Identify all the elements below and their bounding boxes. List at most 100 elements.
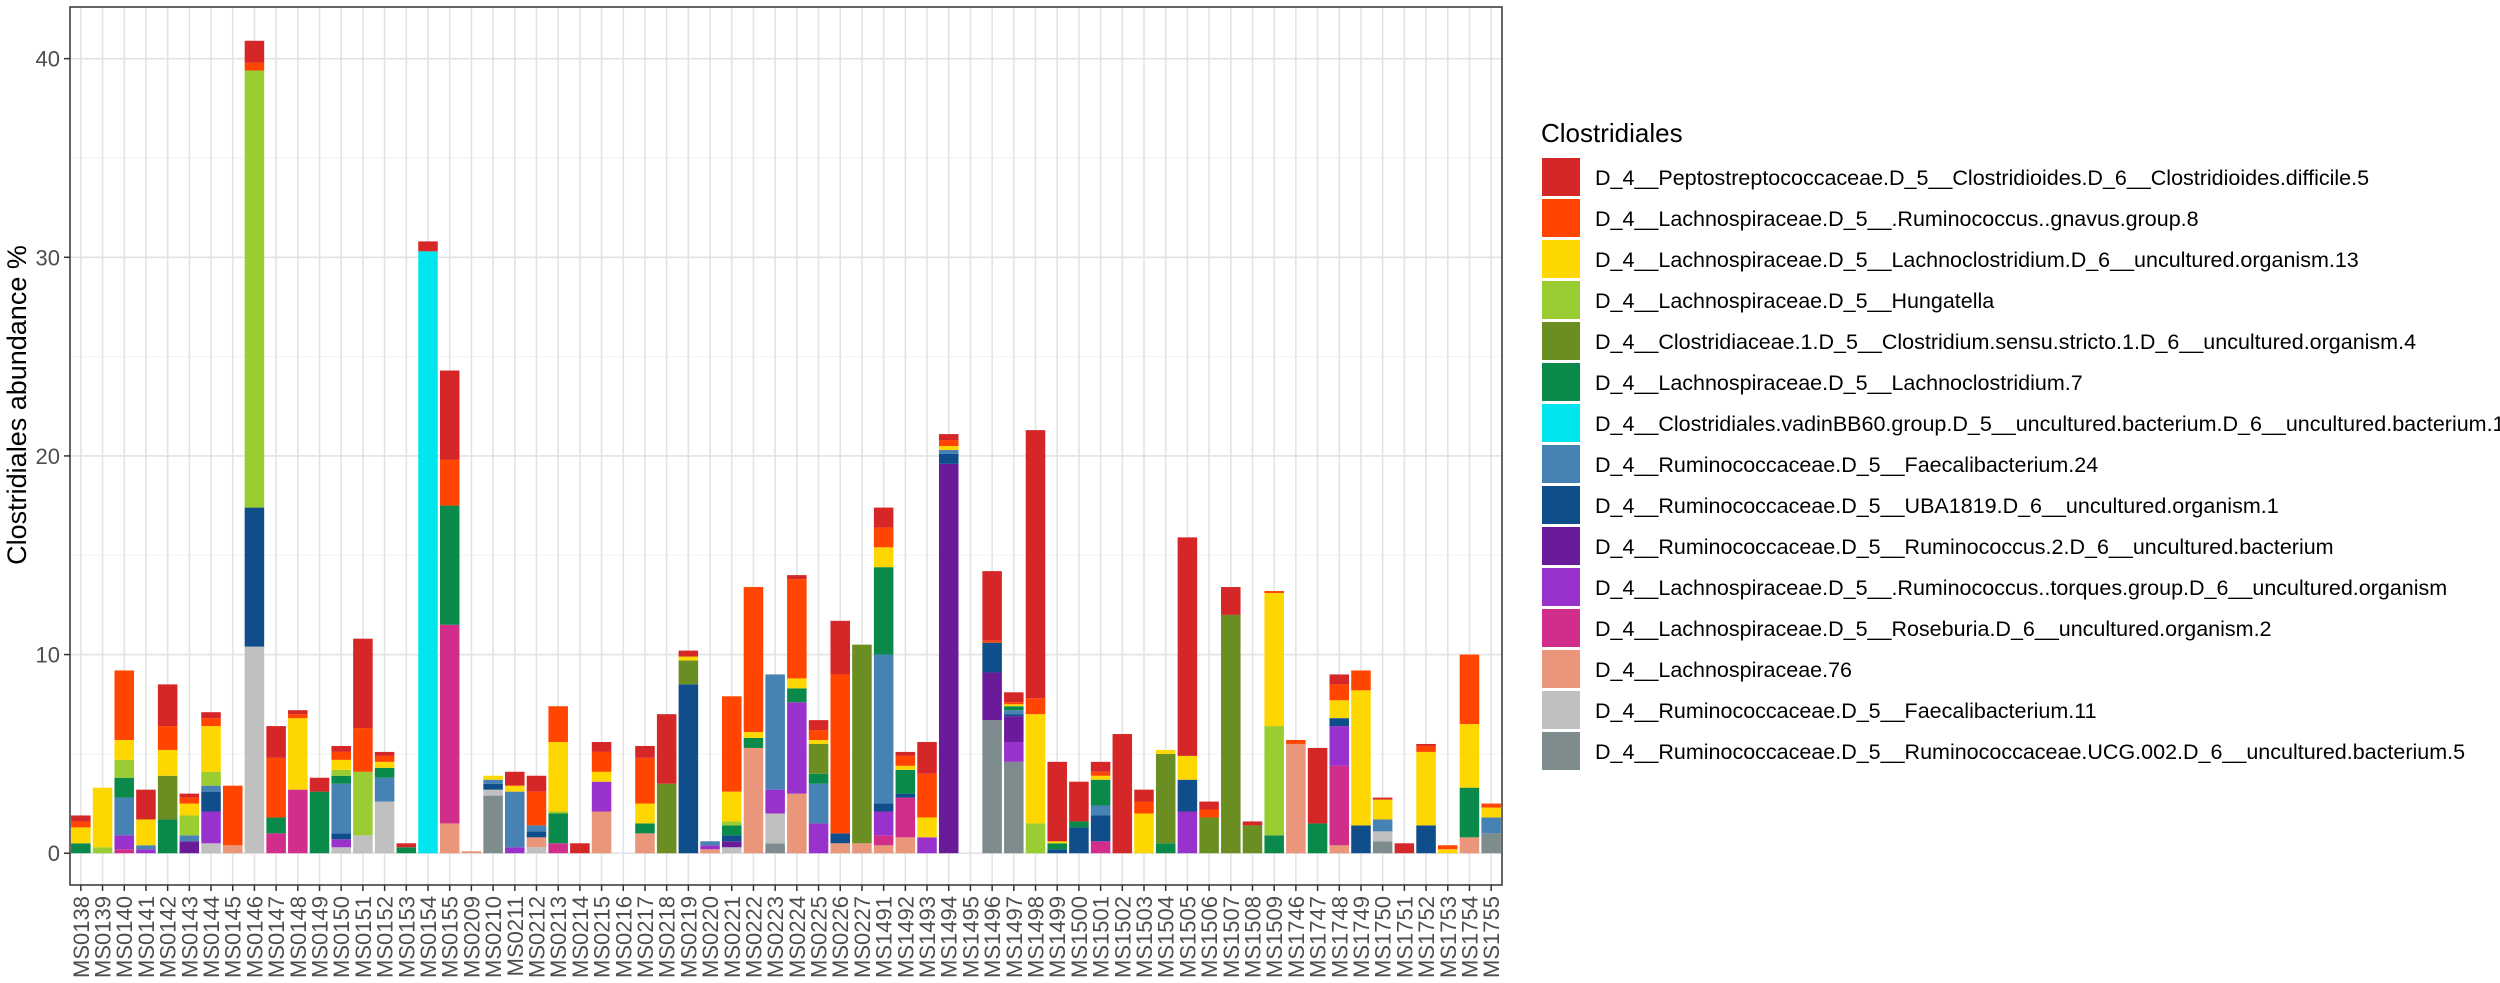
bar-segment (787, 793, 807, 854)
bar-segment (787, 678, 807, 689)
bar-segment (830, 620, 851, 675)
bar-segment (1134, 789, 1154, 802)
bar-segment (700, 849, 720, 854)
bar-segment (635, 833, 655, 854)
bar-stack (1199, 801, 1219, 854)
bar-segment (873, 527, 894, 548)
x-tick-label: MS0144 (199, 896, 224, 978)
x-tick-label: MS1754 (1457, 896, 1482, 978)
bar-segment (873, 835, 894, 846)
bar-segment (526, 775, 547, 792)
x-tick-label: MS0145 (221, 896, 246, 978)
legend-item: D_4__Clostridiaceae.1.D_5__Clostridium.s… (1542, 322, 2416, 360)
bar-stack (700, 841, 720, 854)
bar-segment (787, 702, 807, 794)
bar-segment (808, 739, 829, 744)
bar-stack (114, 670, 135, 854)
bar-segment (331, 769, 351, 776)
bar-segment (1047, 849, 1067, 854)
bar-segment (1372, 819, 1393, 832)
legend-swatch (1542, 199, 1580, 237)
bar-stack (461, 851, 482, 854)
bar-segment (1437, 849, 1458, 854)
bar-segment (288, 710, 308, 715)
bar-segment (1372, 831, 1393, 842)
legend-swatch (1542, 158, 1580, 196)
bar-segment (201, 771, 221, 786)
bar-segment (331, 839, 351, 848)
bar-segment (938, 440, 959, 446)
x-tick-label: MS1496 (980, 896, 1005, 978)
x-tick-label: MS0214 (568, 896, 593, 978)
bar-segment (1351, 670, 1371, 691)
bar-segment (1069, 827, 1089, 854)
bar-stack (570, 843, 590, 854)
bar-segment (331, 745, 351, 752)
bar-segment (1025, 714, 1046, 824)
bar-segment (1069, 821, 1089, 828)
bar-stack (1459, 654, 1480, 854)
bar-stack (1112, 734, 1133, 854)
bar-segment (1437, 845, 1458, 850)
bar-segment (1459, 654, 1480, 725)
bar-segment (1416, 825, 1436, 854)
bar-segment (1004, 741, 1024, 762)
legend-item: D_4__Lachnospiraceae.D_5__Lachnoclostrid… (1542, 363, 2083, 401)
bar-segment (71, 843, 91, 854)
bar-segment (201, 785, 221, 792)
x-tick-label: MS0141 (134, 896, 159, 978)
bar-segment (114, 835, 135, 850)
bar-segment (656, 714, 677, 784)
bar-segment (591, 751, 612, 772)
x-tick-label: MS1497 (1002, 896, 1027, 978)
bar-segment (1047, 761, 1067, 842)
x-tick-label: MS1750 (1371, 896, 1396, 978)
bar-segment (743, 738, 764, 748)
bar-segment (787, 688, 807, 703)
x-tick-label: MS0150 (329, 896, 354, 978)
bar-segment (1481, 803, 1501, 808)
bar-segment (591, 781, 612, 812)
bar-segment (114, 759, 135, 778)
x-tick-label: MS0221 (720, 896, 745, 978)
x-tick-label: MS1493 (915, 896, 940, 978)
bar-stack (1025, 430, 1046, 854)
bar-segment (1351, 825, 1371, 854)
legend-item: D_4__Lachnospiraceae.76 (1542, 650, 1852, 688)
bar-segment (917, 837, 937, 854)
bar-stack (1069, 781, 1089, 854)
bar-segment (873, 567, 894, 655)
bar-segment (895, 751, 916, 756)
bar-segment (678, 660, 699, 685)
legend-item: D_4__Ruminococcaceae.D_5__Faecalibacteri… (1542, 691, 2097, 729)
bar-segment (374, 801, 395, 854)
bar-segment (895, 837, 916, 854)
bar-segment (548, 706, 568, 742)
bar-segment (917, 817, 937, 838)
x-tick-label: MS1749 (1349, 896, 1374, 978)
x-tick-label: MS0209 (459, 896, 484, 978)
legend-item: D_4__Lachnospiraceae.D_5__Lachnoclostrid… (1542, 240, 2359, 278)
bar-segment (721, 835, 742, 842)
x-tick-label: MS1751 (1392, 896, 1417, 978)
x-tick-label: MS0147 (264, 896, 289, 978)
bar-segment (179, 793, 200, 798)
bar-segment (1242, 821, 1263, 826)
bar-segment (1177, 755, 1198, 780)
x-tick-label: MS0225 (807, 896, 832, 978)
bar-segment (179, 803, 200, 816)
x-tick-label: MS1492 (893, 896, 918, 978)
bar-segment (157, 775, 178, 820)
legend-label: D_4__Peptostreptococcaceae.D_5__Clostrid… (1595, 166, 2369, 190)
bar-segment (1004, 714, 1024, 717)
bar-segment (331, 833, 351, 840)
bar-segment (873, 507, 894, 528)
x-tick-label: MS1494 (937, 896, 962, 978)
bar-stack (201, 712, 221, 854)
legend-item: D_4__Ruminococcaceae.D_5__Ruminococcus.2… (1542, 527, 2334, 565)
bar-segment (374, 761, 395, 768)
bar-segment (1047, 843, 1067, 850)
bar-segment (1112, 734, 1133, 854)
legend-item: D_4__Lachnospiraceae.D_5__.Ruminococcus.… (1542, 199, 2199, 237)
bar-segment (179, 815, 200, 836)
